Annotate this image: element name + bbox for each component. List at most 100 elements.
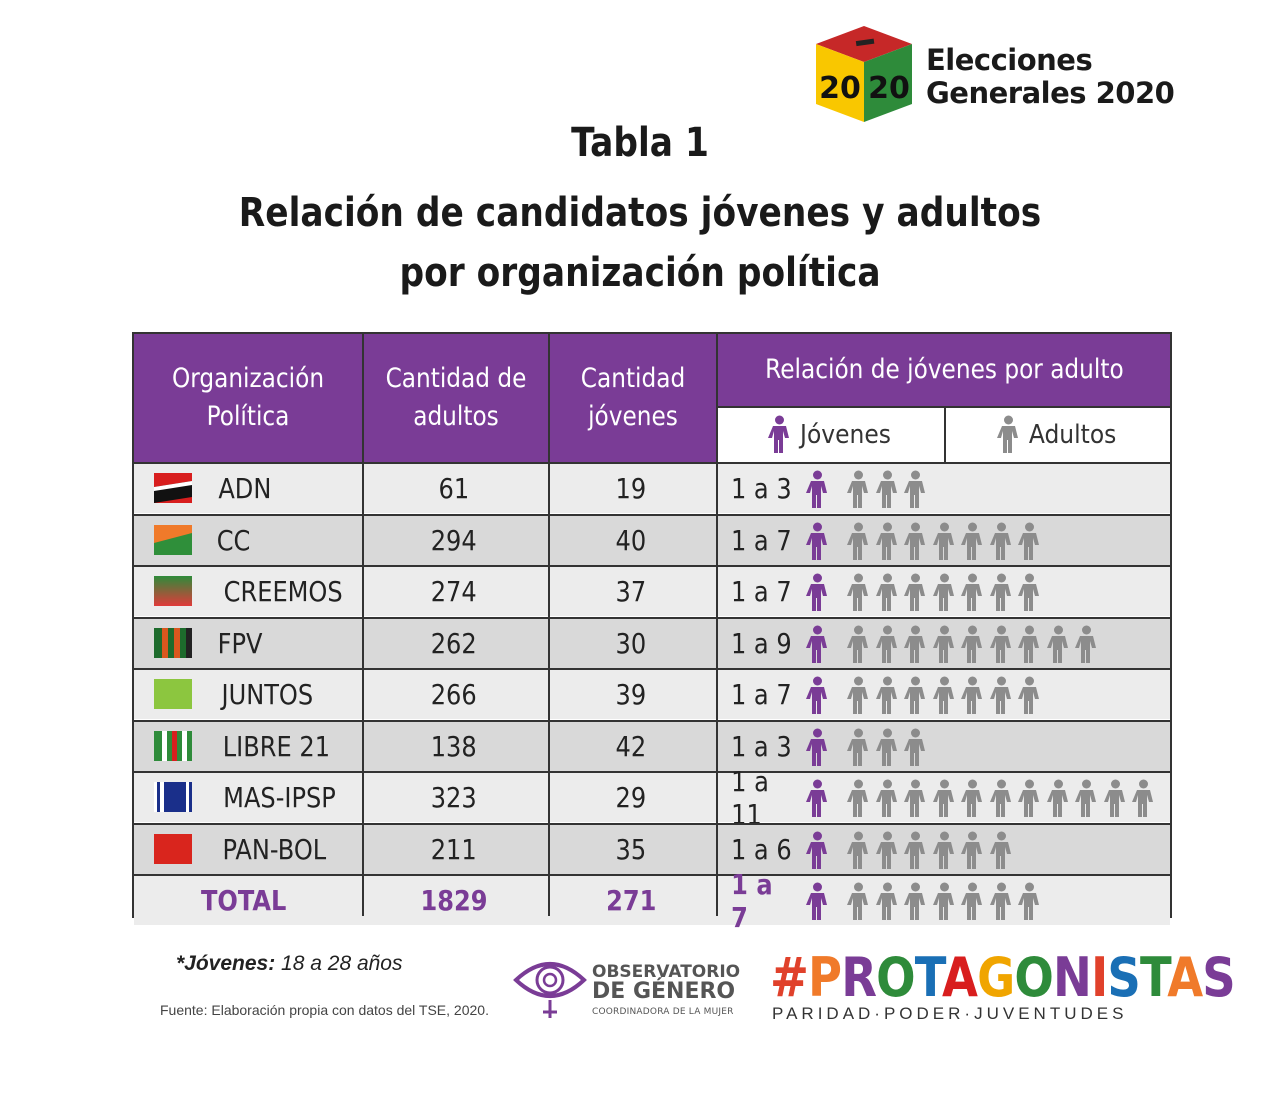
- ratio-pictogram: [804, 468, 931, 510]
- org-name: FPV: [217, 626, 263, 660]
- ratio-pictogram: [804, 520, 1045, 562]
- adult-person-icon: [904, 676, 925, 714]
- adult-person-icon: [847, 573, 868, 611]
- party-flag-icon: [154, 627, 192, 658]
- youth-person-icon: [768, 415, 790, 453]
- youth-count: 42: [615, 729, 647, 763]
- adult-person-icon: [875, 573, 897, 611]
- elecciones-title: Elecciones Generales 2020: [926, 43, 1175, 110]
- adult-person-icon: [875, 470, 897, 508]
- youth-count: 39: [615, 678, 647, 711]
- adults-count: 323: [431, 781, 477, 814]
- youth-count: 35: [615, 832, 647, 866]
- party-flag-icon: [154, 679, 192, 709]
- adult-person-icon: [875, 831, 897, 869]
- org-name: CREEMOS: [223, 575, 343, 608]
- adult-person-icon: [989, 882, 1011, 920]
- adults-count: 138: [431, 729, 477, 763]
- adult-person-icon: [1046, 625, 1068, 663]
- logo-line2: Generales 2020: [926, 76, 1175, 110]
- adult-person-icon: [875, 676, 897, 714]
- col-divider: [548, 334, 550, 916]
- adults-count: 266: [431, 678, 477, 711]
- observatorio-line1: OBSERVATORIO: [592, 962, 741, 982]
- adult-person-icon: [904, 522, 925, 560]
- adult-person-icon: [904, 573, 925, 611]
- header-relation: Relación de jóvenes por adulto: [718, 334, 1170, 406]
- adult-person-icon: [961, 676, 982, 714]
- adult-person-icon: [961, 573, 982, 611]
- adult-person-icon: [989, 831, 1011, 869]
- adult-person-icon: [1018, 676, 1039, 714]
- adult-person-icon: [961, 522, 982, 560]
- adult-person-icon: [847, 779, 868, 817]
- youth-definition: *Jóvenes: 18 a 28 años: [176, 952, 403, 976]
- ratio-text: 1 a 3: [730, 729, 792, 763]
- org-name: JUNTOS: [221, 678, 314, 711]
- total-label: TOTAL: [200, 884, 287, 917]
- header-org: Organización Política: [134, 334, 362, 462]
- org-name: LIBRE 21: [222, 729, 331, 763]
- table-title-line1: Relación de candidatos jóvenes y adultos: [238, 190, 1042, 236]
- ratio-pictogram: [804, 829, 1016, 871]
- adults-count: 274: [431, 575, 477, 608]
- adult-person-icon: [932, 676, 954, 714]
- adult-person-icon: [932, 779, 954, 817]
- observatorio-line2: DE GÉNERO: [592, 979, 736, 1004]
- adult-person-icon: [847, 625, 868, 663]
- legend-adults: Adultos: [946, 406, 1170, 462]
- youth-person-icon: [806, 676, 827, 714]
- org-name: ADN: [218, 472, 272, 505]
- table-row: CC 294 40 1 a 7: [134, 513, 1170, 565]
- adult-person-icon: [989, 522, 1011, 560]
- ratio-table: Organización Política Cantidad de adulto…: [132, 332, 1172, 934]
- svg-text:20: 20: [819, 71, 861, 106]
- youth-count: 37: [615, 575, 647, 608]
- adult-person-icon: [1132, 779, 1153, 817]
- total-row: TOTAL 1829 271 1 a 7: [134, 868, 1170, 934]
- youth-person-icon: [806, 573, 827, 611]
- observatorio-logo: [512, 950, 742, 1020]
- adult-person-icon: [989, 625, 1011, 663]
- youth-person-icon: [806, 625, 827, 663]
- party-flag-icon: [154, 782, 192, 812]
- youth-definition-label: *Jóvenes:: [176, 952, 276, 975]
- ratio-pictogram: [804, 777, 1159, 819]
- header-adults: Cantidad de adultos: [364, 334, 548, 462]
- org-name: MAS-IPSP: [223, 781, 336, 814]
- observatorio-text: OBSERVATORIO DE GÉNERO COORDINADORA DE L…: [592, 962, 740, 1022]
- adult-person-icon: [875, 779, 897, 817]
- ratio-text: 1 a 7: [730, 575, 792, 608]
- protagonistas-logo: #PROTAGONISTAS: [770, 946, 1236, 1009]
- adult-person-icon: [989, 676, 1011, 714]
- logo-line1: Elecciones: [926, 43, 1093, 77]
- adults-count: 61: [438, 472, 470, 505]
- adult-person-icon: [904, 882, 925, 920]
- party-flag-icon: [154, 576, 192, 606]
- table-row: CREEMOS 274 37 1 a 7: [134, 565, 1170, 616]
- youth-definition-value: 18 a 28 años: [275, 952, 403, 975]
- adult-person-icon: [904, 728, 925, 766]
- adult-person-icon: [1103, 779, 1125, 817]
- adult-person-icon: [875, 882, 897, 920]
- col-divider: [362, 334, 364, 916]
- adult-person-icon: [961, 831, 982, 869]
- adults-count: 1829: [420, 884, 488, 917]
- table-row: FPV 262 30 1 a 9: [134, 616, 1170, 668]
- adult-person-icon: [904, 625, 925, 663]
- ratio-text: 1 a 9: [730, 626, 792, 660]
- adult-person-icon: [1075, 779, 1096, 817]
- adult-person-icon: [961, 625, 982, 663]
- adult-person-icon: [904, 779, 925, 817]
- source-note: Fuente: Elaboración propia con datos del…: [160, 1002, 489, 1018]
- adult-person-icon: [961, 779, 982, 817]
- adult-person-icon: [932, 831, 954, 869]
- svg-text:20: 20: [868, 71, 910, 106]
- table-row: PAN-BOL 211 35 1 a 6: [134, 822, 1170, 874]
- table-row: ADN 61 19 1 a 3: [134, 462, 1170, 513]
- legend-youth-label: Jóvenes: [799, 420, 891, 450]
- ratio-pictogram: [804, 726, 931, 768]
- adult-person-icon: [847, 522, 868, 560]
- adult-person-icon: [989, 573, 1011, 611]
- adult-person-icon: [932, 522, 954, 560]
